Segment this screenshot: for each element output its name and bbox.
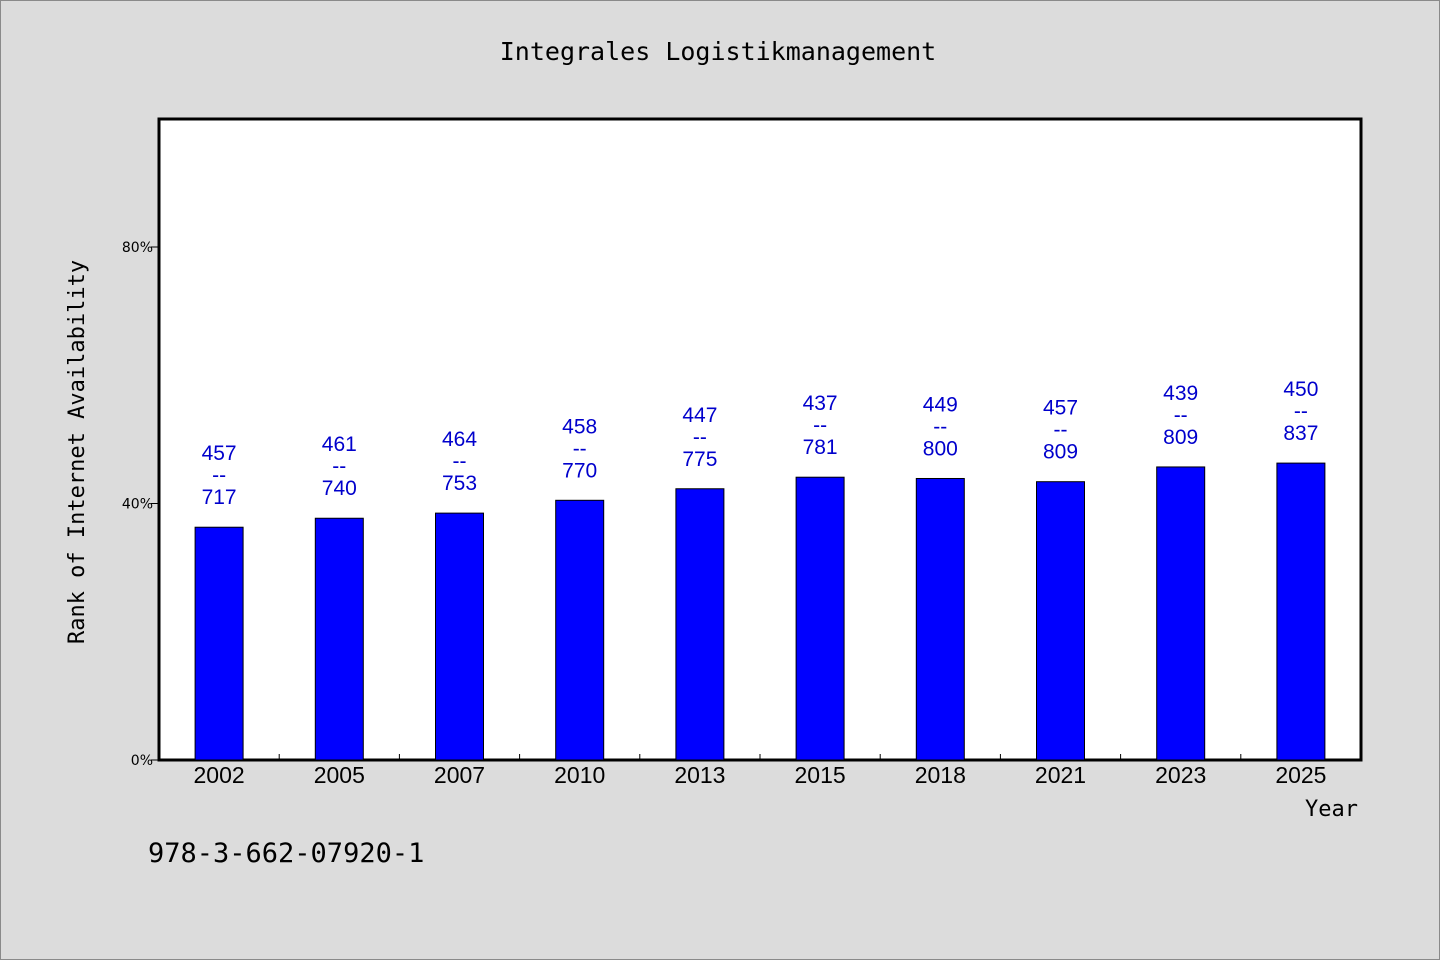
data-label-separator: -- [813,414,827,437]
x-tick-label: 2025 [1275,762,1326,788]
data-label-bottom: 781 [803,436,838,459]
x-axis: 2002 2005 2007 2010 2013 2015 2018 2021 2023 2025 [194,754,1326,788]
x-tick-label: 2002 [194,762,245,788]
data-label-bottom: 800 [923,437,958,460]
x-tick-label: 2018 [915,762,966,788]
data-label-separator: -- [693,426,707,449]
x-tick-label: 2021 [1035,762,1086,788]
x-tick-label: 2007 [434,762,485,788]
bar-2013 [675,488,725,761]
x-axis-label: Year [1305,797,1358,822]
data-label-separator: -- [332,455,346,478]
data-label-top: 447 [682,404,717,427]
isbn-footnote: 978-3-662-07920-1 [148,838,424,869]
bar-2023 [1156,466,1206,761]
data-labels-group: 457--717461--740464--753458--770447--775… [202,378,1319,509]
y-axis: 0% 40% 80% [122,240,159,769]
data-label-top: 457 [202,442,237,465]
x-tick-label: 2013 [674,762,725,788]
data-label-separator: -- [1294,400,1308,423]
data-label-separator: -- [212,464,226,487]
bar-2025 [1276,462,1326,761]
x-tick-label: 2015 [795,762,846,788]
data-label-bottom: 809 [1163,426,1198,449]
data-label-bottom: 775 [682,448,717,471]
data-label-separator: -- [1054,419,1068,442]
bars-group [194,462,1326,761]
data-label-bottom: 740 [322,477,357,500]
data-label-separator: -- [573,437,587,460]
x-tick-label: 2010 [554,762,605,788]
data-label-top: 437 [803,392,838,415]
data-label-top: 464 [442,428,477,451]
y-axis-label: Rank of Internet Availability [65,260,90,644]
bar-2010 [555,499,605,761]
bar-2021 [1036,481,1085,761]
bar-2007 [435,512,484,761]
data-label-separator: -- [1174,404,1188,427]
data-label-top: 458 [562,415,597,438]
x-tick-label: 2023 [1155,762,1206,788]
bar-2005 [314,517,364,761]
data-label-separator: -- [933,415,947,438]
data-label-top: 457 [1043,397,1078,420]
x-tick-label: 2005 [314,762,365,788]
data-label-top: 461 [322,433,357,456]
bar-2015 [795,476,845,761]
data-label-bottom: 753 [442,472,477,495]
data-label-top: 449 [923,393,958,416]
data-label-top: 439 [1163,382,1198,405]
bar-2002 [194,526,244,761]
data-label-bottom: 770 [562,459,597,482]
chart-title: Integrales Logistikmanagement [500,37,937,66]
bar-2018 [915,477,965,761]
y-tick-label: 0% [131,753,153,769]
data-label-bottom: 809 [1043,441,1078,464]
data-label-top: 450 [1283,378,1318,401]
data-label-separator: -- [453,450,467,473]
y-tick-label: 40% [122,497,153,513]
data-label-bottom: 717 [202,486,237,509]
data-label-bottom: 837 [1283,422,1318,445]
y-tick-label: 80% [122,240,153,256]
